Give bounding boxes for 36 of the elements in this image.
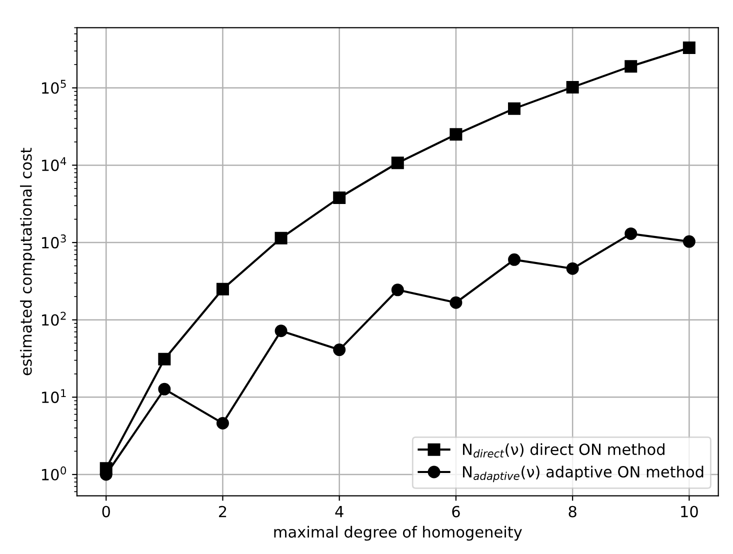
y-axis-title: estimated computational cost	[20, 148, 35, 376]
point	[624, 227, 638, 240]
x-tick-label: 8	[568, 506, 576, 518]
x-tick-label: 2	[218, 506, 226, 518]
y-tick-label: 10$^{5}$	[42, 80, 66, 94]
y-tick-label: 10$^{4}$	[42, 157, 66, 172]
point	[274, 232, 288, 244]
point	[566, 262, 579, 275]
point	[216, 282, 229, 296]
point	[508, 253, 521, 266]
point	[216, 417, 229, 430]
y-tick-label: 10$^{3}$	[42, 234, 66, 248]
x-axis-title: maximal degree of homogeneity	[274, 526, 522, 541]
point	[158, 352, 171, 366]
y-tick-label: 10$^{0}$	[42, 466, 66, 480]
x-tick-label: 10	[681, 506, 698, 518]
y-tick-label: 10$^{1}$	[42, 389, 66, 404]
x-tick-label: 0	[102, 506, 110, 518]
point	[274, 324, 288, 338]
point	[333, 191, 346, 204]
point	[158, 382, 171, 396]
point	[624, 60, 638, 73]
point	[450, 128, 462, 141]
point	[333, 344, 346, 356]
point	[450, 296, 462, 309]
point	[566, 80, 579, 94]
legend-label: N$_{adaptive}$(ν) adaptive ON method	[463, 466, 704, 482]
point	[682, 42, 696, 54]
x-tick-label: 6	[452, 506, 460, 518]
y-tick-label: 10$^{2}$	[42, 312, 66, 326]
point	[391, 156, 404, 170]
legend-label: N$_{direct}$(ν) direct ON method	[463, 443, 664, 458]
point	[682, 235, 696, 248]
point	[391, 284, 404, 296]
x-tick-label: 4	[335, 506, 344, 518]
point	[508, 102, 521, 115]
